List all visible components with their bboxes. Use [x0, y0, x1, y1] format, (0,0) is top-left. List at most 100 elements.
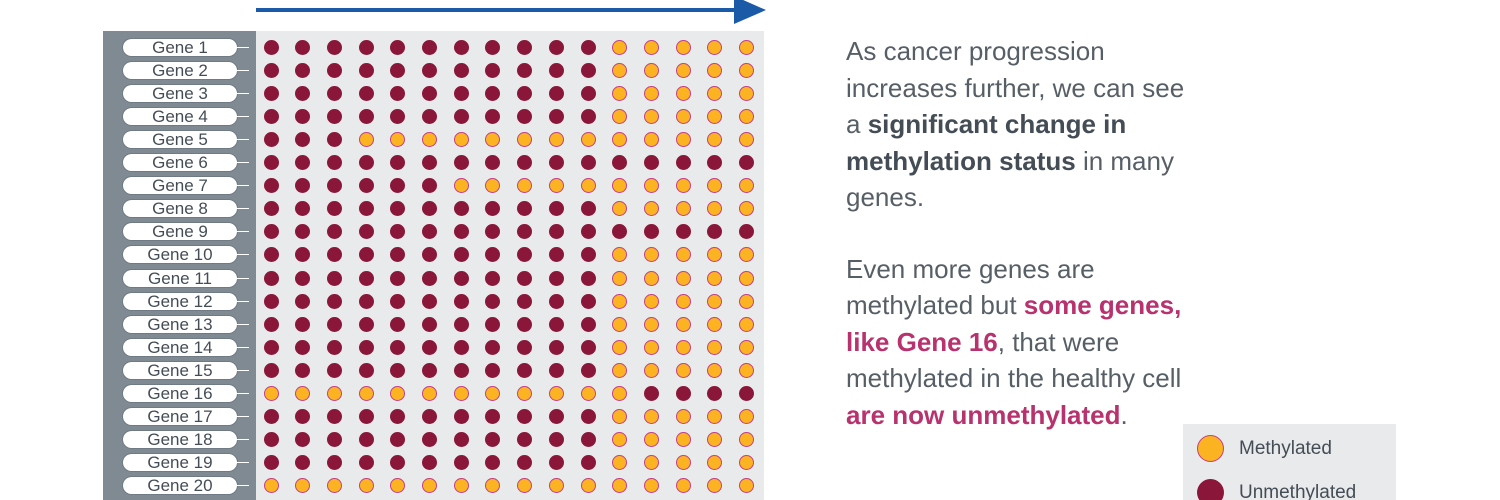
unmethylated-dot	[548, 409, 564, 425]
unmethylated-dot	[485, 201, 501, 217]
unmethylated-dot	[580, 108, 596, 124]
unmethylated-dot	[485, 316, 501, 332]
unmethylated-dot	[326, 155, 342, 170]
unmethylated-dot	[517, 62, 533, 78]
methylated-dot	[612, 409, 628, 425]
unmethylated-dot	[295, 247, 311, 263]
unmethylated-dot	[422, 39, 437, 55]
methylated-dot	[739, 108, 754, 124]
unmethylated-dot	[485, 247, 501, 263]
methylated-swatch	[1197, 435, 1224, 462]
unmethylated-dot	[707, 386, 723, 401]
unmethylated-dot	[580, 316, 596, 332]
unmethylated-dot	[422, 339, 437, 355]
unmethylated-dot	[263, 409, 279, 425]
methylated-dot	[548, 386, 564, 401]
unmethylated-dot	[358, 85, 374, 101]
unmethylated-dot	[548, 455, 564, 471]
unmethylated-dot	[326, 339, 342, 355]
unmethylated-dot	[326, 316, 342, 332]
unmethylated-dot	[580, 39, 596, 55]
methylated-dot	[707, 178, 723, 194]
unmethylated-dot	[390, 409, 406, 425]
unmethylated-dot	[580, 85, 596, 101]
methylated-dot	[675, 293, 691, 309]
unmethylated-dot	[295, 409, 311, 425]
methylated-dot	[675, 339, 691, 355]
unmethylated-dot	[295, 339, 311, 355]
methylated-dot	[612, 432, 628, 448]
methylated-dot	[643, 85, 659, 101]
unmethylated-dot	[453, 316, 469, 332]
unmethylated-dot	[326, 247, 342, 263]
unmethylated-dot	[295, 85, 311, 101]
methylated-dot	[739, 62, 754, 78]
methylated-dot	[675, 62, 691, 78]
unmethylated-emphasis: are now unmethylated	[846, 399, 1121, 430]
methylated-dot	[390, 386, 406, 401]
gene-label: Gene 2	[122, 60, 249, 80]
unmethylated-dot	[453, 362, 469, 378]
methylated-dot	[739, 201, 754, 217]
methylated-dot	[453, 131, 469, 147]
unmethylated-dot	[453, 155, 469, 170]
methylated-dot	[485, 386, 501, 401]
unmethylated-dot	[485, 270, 501, 286]
unmethylated-dot	[453, 62, 469, 78]
methylated-dot	[707, 108, 723, 124]
unmethylated-dot	[263, 85, 279, 101]
methylated-dot	[643, 201, 659, 217]
unmethylated-dot	[485, 39, 501, 55]
unmethylated-dot	[485, 455, 501, 471]
unmethylated-dot	[517, 270, 533, 286]
unmethylated-dot	[517, 224, 533, 240]
unmethylated-dot	[263, 39, 279, 55]
unmethylated-dot	[295, 178, 311, 194]
unmethylated-dot	[675, 386, 691, 401]
unmethylated-dot	[453, 455, 469, 471]
unmethylated-dot	[422, 316, 437, 332]
methylated-dot	[358, 386, 374, 401]
methylated-dot	[643, 362, 659, 378]
methylated-dot	[643, 131, 659, 147]
methylated-dot	[643, 39, 659, 55]
methylated-dot	[643, 478, 659, 494]
methylated-dot	[422, 478, 437, 494]
methylated-dot	[612, 362, 628, 378]
methylated-dot	[643, 247, 659, 263]
unmethylated-dot	[358, 201, 374, 217]
unmethylated-dot	[326, 455, 342, 471]
legend-methylated-label: Methylated	[1239, 438, 1332, 459]
methylated-dot	[422, 386, 437, 401]
unmethylated-dot	[295, 362, 311, 378]
unmethylated-dot	[643, 386, 659, 401]
gene-label: Gene 12	[122, 291, 249, 311]
methylated-dot	[707, 247, 723, 263]
unmethylated-dot	[263, 155, 279, 170]
gene-label: Gene 8	[122, 199, 249, 219]
unmethylated-dot	[580, 247, 596, 263]
unmethylated-dot	[263, 293, 279, 309]
unmethylated-dot	[517, 247, 533, 263]
methylated-dot	[675, 432, 691, 448]
methylated-dot	[643, 178, 659, 194]
unmethylated-dot	[326, 108, 342, 124]
unmethylated-dot	[295, 155, 311, 170]
unmethylated-dot	[548, 224, 564, 240]
gene-label: Gene 3	[122, 83, 249, 103]
unmethylated-dot	[263, 432, 279, 448]
methylated-dot	[739, 339, 754, 355]
unmethylated-dot	[453, 247, 469, 263]
unmethylated-dot	[263, 178, 279, 194]
unmethylated-dot	[390, 155, 406, 170]
methylated-dot	[485, 131, 501, 147]
unmethylated-dot	[453, 201, 469, 217]
unmethylated-dot	[643, 224, 659, 240]
methylated-dot	[580, 386, 596, 401]
unmethylated-dot	[422, 155, 437, 170]
methylated-dot	[453, 478, 469, 494]
methylated-dot	[548, 478, 564, 494]
unmethylated-dot	[422, 270, 437, 286]
unmethylated-dot	[390, 270, 406, 286]
unmethylated-dot	[358, 62, 374, 78]
